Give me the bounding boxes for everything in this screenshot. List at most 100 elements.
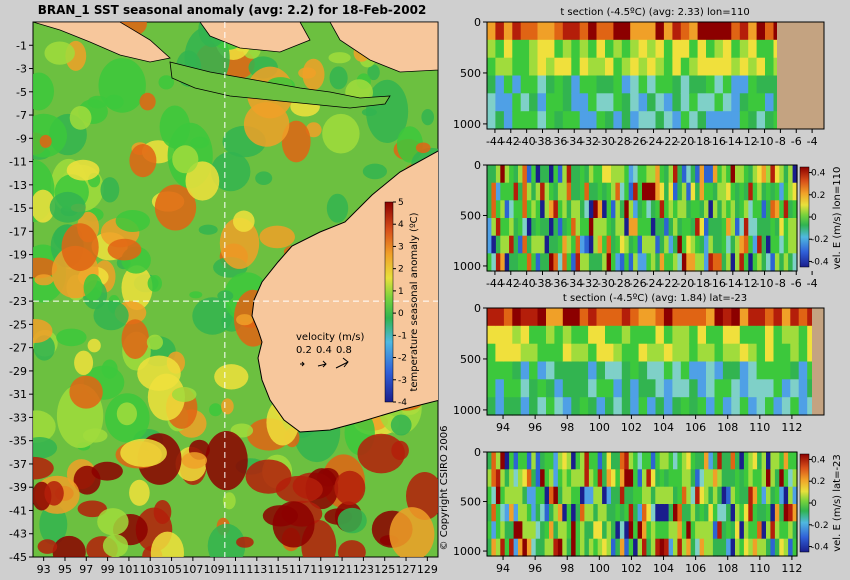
section-cell [487,452,492,470]
section-cell [487,253,492,272]
section-cell [579,93,589,112]
section-cell [663,343,673,363]
section-cell [647,39,657,59]
section-cell [708,200,714,219]
section-cell [697,39,707,59]
section-cell [721,469,727,488]
section-cell [571,93,581,112]
section-cell [554,308,564,327]
map-title: BRAN_1 SST seasonal anomaly (avg: 2.2) f… [38,3,427,18]
section-cell [659,182,665,201]
anomaly-patch [97,508,129,536]
section-cell [628,218,634,237]
section-cell [633,253,639,272]
section-cell [495,343,505,363]
section-cell [712,253,718,272]
section-cell [708,235,714,254]
section-cell [597,182,603,201]
section-cell [571,486,577,505]
section-cell [697,111,707,130]
section-cell [487,504,492,522]
section-cell [535,452,541,470]
section-cell [520,22,530,41]
map-x-tick-label: 119 [310,563,331,576]
section-cell [537,308,547,327]
section-cell [770,452,776,470]
map-y-tick-label: -43 [9,528,27,541]
section-cell [606,253,612,272]
section-cell [773,308,783,327]
section-cell [739,397,749,416]
section-cell [752,486,758,505]
section-cell [664,486,670,505]
section-cell [596,93,606,112]
seabed-area [812,308,824,415]
section-cell [647,111,657,130]
section-cell [798,379,808,398]
section-cell [677,182,683,201]
section-cell [562,218,568,237]
section-cell [752,538,758,557]
section-cell [544,165,550,184]
section-cell [779,469,785,488]
section-cell [781,325,791,345]
section-cell [748,218,754,237]
anomaly-patch [33,456,54,480]
sumatra-landmass [33,22,171,63]
section-cell [726,253,732,272]
section-cell [668,200,674,219]
section-x-tick-label: -4 [807,277,818,290]
section-cell [766,218,771,237]
sulawesi-landmass [329,22,438,73]
section-cell [672,308,682,327]
map-colorbar-tick-label: 3 [398,242,404,252]
anomaly-patch [198,224,218,235]
section-cell [761,200,767,219]
section-cell [757,452,763,470]
section-x-tick-label: -28 [613,277,631,290]
section-cell [509,165,515,184]
section-cell [522,165,528,184]
section-cell [638,111,648,130]
section-cell [706,75,715,94]
section-cell [615,218,621,237]
section-cell [562,469,568,488]
section-cell [579,75,589,94]
section-cell [520,308,530,327]
section-cell [613,325,623,345]
section-cell [588,486,594,505]
section-x-tick-label: 108 [717,421,738,434]
section-cell [579,397,589,416]
section-cell [668,165,674,184]
section-cell [615,200,621,219]
section-cell [752,452,758,470]
section-cell [766,165,771,184]
section-cell [697,343,707,363]
section-cell [503,111,513,130]
section-cell [571,75,581,94]
map-y-tick-label: -9 [16,132,27,145]
section-cell [721,218,727,237]
section-x-tick-label: -32 [581,135,599,148]
section-cell [554,75,564,94]
section-cell [611,538,616,557]
section-cell [757,253,763,272]
map-y-tick-label: -11 [9,156,27,169]
section-cell [748,253,754,272]
section-cell [783,469,789,488]
section-cell [731,343,741,363]
section-cell [765,397,774,416]
section-cell [562,200,568,219]
section-cell [774,218,780,237]
section-cell [522,504,528,522]
section-frame [486,307,825,416]
section-cell [726,200,732,219]
section-cell [546,75,555,94]
section-cell [613,57,623,77]
section-cell [730,538,736,557]
section-cell [540,452,546,470]
section-cell [689,75,699,94]
section-cell [765,39,774,59]
section-cell [722,308,732,327]
section-cell [544,182,550,201]
